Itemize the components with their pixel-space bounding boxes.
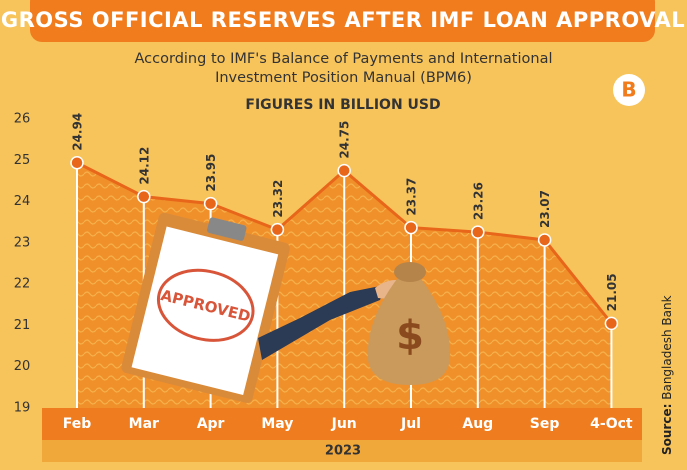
data-label: 24.12 <box>137 147 151 185</box>
x-tick-label: Sep <box>530 416 560 432</box>
data-label: 23.07 <box>538 190 552 228</box>
x-tick-label: Mar <box>129 416 159 432</box>
source-label: Source: <box>660 404 674 455</box>
y-tick-label: 23 <box>14 235 31 250</box>
bag-symbol: $ <box>396 313 424 359</box>
source-text: Bangladesh Bank <box>660 295 674 399</box>
marker <box>337 163 351 178</box>
x-tick-label: Jul <box>400 416 421 432</box>
paper <box>131 226 279 396</box>
logo-text: B <box>621 78 636 102</box>
bag-top <box>394 262 426 282</box>
data-label: 21.05 <box>605 273 619 311</box>
y-tick-label: 25 <box>14 153 31 168</box>
x-tick-label: Feb <box>63 416 92 432</box>
money-bag <box>367 275 451 385</box>
illustration: APPROVED $ <box>121 212 451 403</box>
data-label: 23.26 <box>471 182 485 220</box>
clip <box>207 217 247 241</box>
data-label: 23.37 <box>405 178 419 216</box>
data-label: 23.95 <box>204 154 218 192</box>
x-tick-label: Apr <box>197 416 225 432</box>
marker <box>471 225 485 239</box>
x-band <box>42 408 642 440</box>
arm <box>258 285 385 360</box>
stamp <box>156 268 255 342</box>
y-tick-label: 22 <box>14 277 31 292</box>
marker <box>70 156 84 170</box>
x-tick-label: Jun <box>331 416 357 432</box>
y-tick-label: 19 <box>14 401 31 416</box>
marker <box>604 316 619 331</box>
data-label: 24.75 <box>338 121 352 159</box>
y-tick-label: 26 <box>14 112 31 127</box>
year-band <box>42 440 642 462</box>
marker <box>404 220 418 235</box>
source: Source: Bangladesh Bank <box>660 295 674 455</box>
marker <box>537 233 552 247</box>
y-tick-label: 24 <box>14 194 31 209</box>
x-tick-label: 4-Oct <box>590 416 633 432</box>
data-label: 23.32 <box>271 180 285 218</box>
marker <box>270 222 285 237</box>
logo <box>613 74 645 106</box>
chart-title: GROSS OFFICIAL RESERVES AFTER IMF LOAN A… <box>1 8 685 32</box>
marker <box>203 196 218 211</box>
marker <box>137 189 151 204</box>
title-banner <box>30 0 655 42</box>
subtitle: According to IMF's Balance of Payments a… <box>134 51 553 86</box>
x-tick-label: May <box>261 416 293 432</box>
x-label: 2023 <box>325 444 361 459</box>
plot: 19 20 21 22 23 24 25 26 24.94 24.12 23.95 23.32 24.7… <box>14 112 633 433</box>
unit-label: FIGURES IN BILLION USD <box>245 97 440 113</box>
y-tick-label: 20 <box>14 359 31 374</box>
y-tick-label: 21 <box>14 318 31 333</box>
x-tick-label: Aug <box>462 416 493 432</box>
data-label: 24.94 <box>71 113 85 151</box>
